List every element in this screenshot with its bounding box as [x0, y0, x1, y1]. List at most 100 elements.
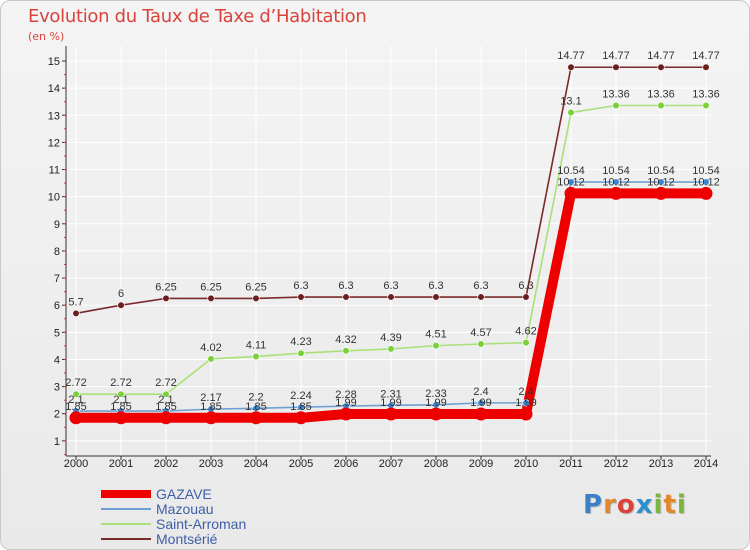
y-tick-label: 7 [54, 273, 60, 285]
data-label: 2.31 [380, 388, 401, 400]
data-labels-group: 5.7 6 6.25 6.25 6.25 6.3 6.3 6.3 6.3 6.3 6.3 14.77 1… [65, 50, 719, 413]
x-tick-label: 2006 [334, 458, 358, 470]
x-tick-label: 2007 [379, 458, 403, 470]
data-label: 14.77 [557, 50, 585, 62]
y-tick-label: 8 [54, 246, 60, 258]
legend-item: Mazouau [101, 501, 301, 517]
legend-label: GAZAVE [156, 486, 212, 502]
data-point [522, 293, 530, 301]
logo-letter: x [635, 490, 654, 520]
data-point [474, 407, 488, 421]
legend-label: Montsérié [156, 531, 218, 547]
grid-lines [66, 46, 711, 456]
y-tick-label: 4 [54, 354, 60, 366]
data-point [702, 101, 710, 110]
data-label: 6.25 [155, 281, 176, 293]
data-point [612, 63, 620, 71]
logo-letter: i [676, 490, 687, 520]
data-label: 2.4 [518, 386, 533, 398]
data-label: 4.57 [470, 327, 491, 339]
data-label: 4.11 [246, 339, 267, 351]
data-point [114, 411, 128, 425]
data-point [384, 407, 398, 421]
x-tick-label: 2014 [694, 458, 718, 470]
x-tick-label: 2002 [154, 458, 178, 470]
data-label: 14.77 [602, 50, 630, 62]
data-label: 6.3 [473, 280, 488, 292]
data-point [432, 342, 440, 350]
data-point [297, 403, 305, 411]
data-label: 2.4 [473, 386, 488, 398]
data-label: 2.1 [158, 394, 173, 406]
data-label: 10.12 [557, 176, 585, 188]
data-point [612, 101, 620, 110]
data-label: 1.85 [200, 401, 221, 413]
data-label: 6.3 [518, 280, 533, 292]
chart-title: Evolution du Taux de Taxe d’Habitation [28, 6, 367, 27]
data-point [339, 407, 353, 421]
data-point [387, 345, 395, 353]
data-point [204, 411, 218, 425]
legend: GAZAVE Mazouau Saint-Arroman Montsérié [101, 486, 301, 547]
logo-letter: P [583, 490, 604, 520]
data-label: 1.99 [515, 397, 536, 409]
data-label: 13.1 [560, 96, 581, 108]
data-label: 2.1 [68, 394, 83, 406]
data-point [699, 186, 713, 200]
data-point [72, 390, 80, 398]
data-point [702, 63, 710, 71]
data-label: 13.36 [692, 88, 720, 100]
y-tick-label: 14 [48, 83, 60, 95]
data-label: 2.1 [113, 394, 128, 406]
data-label: 10.12 [647, 176, 675, 188]
data-point [657, 63, 665, 71]
data-label: 13.36 [647, 88, 675, 100]
data-label: 6.3 [428, 280, 443, 292]
x-tick-label: 2005 [289, 458, 313, 470]
x-tick-label: 2010 [514, 458, 538, 470]
proxiti-logo: Proxiti [583, 490, 687, 520]
legend-item: GAZAVE [101, 486, 301, 502]
data-label: 1.85 [155, 401, 176, 413]
data-point [477, 340, 485, 348]
data-label: 1.85 [65, 401, 86, 413]
legend-swatch-montserie [101, 538, 151, 540]
data-point [477, 399, 485, 407]
logo-letter: i [653, 490, 664, 520]
y-tick-label: 15 [48, 56, 60, 68]
y-tick-label: 2 [54, 409, 60, 421]
data-label: 1.85 [290, 401, 311, 413]
x-tick-label: 2013 [649, 458, 673, 470]
data-label: 6.25 [200, 281, 221, 293]
data-point [117, 390, 125, 398]
data-point [294, 411, 308, 425]
data-point [477, 293, 485, 301]
data-label: 4.32 [335, 334, 356, 346]
data-label: 13.36 [602, 88, 630, 100]
data-label: 2.24 [290, 390, 311, 402]
data-label: 2.28 [335, 389, 356, 401]
x-tick-label: 2004 [244, 458, 268, 470]
legend-label: Saint-Arroman [156, 516, 247, 532]
data-label: 1.99 [470, 397, 491, 409]
data-point [567, 178, 575, 186]
y-tick-label: 11 [49, 165, 60, 177]
data-point [564, 186, 578, 200]
data-label: 10.54 [692, 165, 720, 177]
data-label: 5.7 [68, 296, 83, 308]
y-tick-label: 1 [54, 436, 60, 448]
y-tick-label: 13 [48, 110, 60, 122]
logo-letter: t [663, 490, 677, 520]
data-label: 1.99 [380, 397, 401, 409]
x-tick-label: 2000 [64, 458, 88, 470]
data-point [567, 63, 575, 71]
data-label: 1.99 [335, 397, 356, 409]
y-tick-label: 12 [48, 137, 60, 149]
legend-swatch-saint-arroman [101, 523, 151, 525]
data-point [432, 293, 440, 301]
x-tick-label: 2008 [424, 458, 448, 470]
logo-letter: r [603, 490, 617, 520]
data-point [249, 411, 263, 425]
